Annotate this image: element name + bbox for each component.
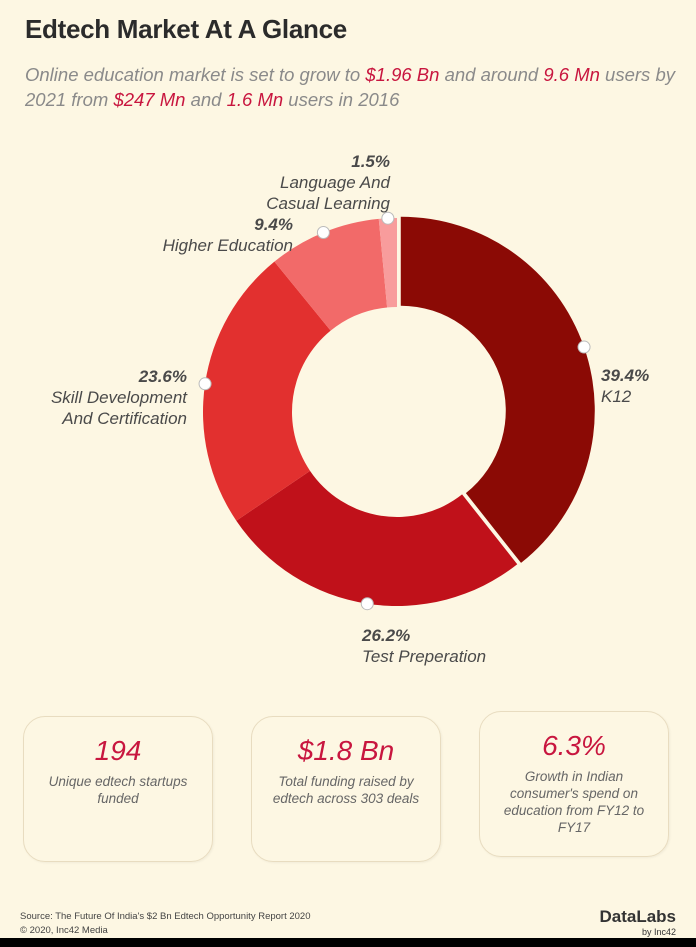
label-dot-3 <box>316 226 330 240</box>
pct-label: 26.2% <box>362 626 411 645</box>
source-text: Source: The Future Of India's $2 Bn Edte… <box>20 911 311 922</box>
subtitle-text: and <box>185 89 227 110</box>
stat-value: 6.3% <box>542 730 606 761</box>
subtitle-text: Online education market is set to grow t… <box>25 64 366 85</box>
pct-label: 1.5% <box>351 152 390 171</box>
label-k12: 39.4% K12 <box>601 365 649 407</box>
donut-slice-0 <box>400 216 595 563</box>
label-language: 1.5% Language And Casual Learning <box>200 151 390 214</box>
category-label: Casual Learning <box>266 194 390 213</box>
stat-desc: Total funding raised by edtech across 30… <box>272 774 420 806</box>
bottom-bar <box>0 938 696 947</box>
logo-text: DataLabs <box>599 907 676 926</box>
subtitle-highlight: 9.6 Mn <box>543 64 600 85</box>
subtitle-highlight: $247 Mn <box>113 89 186 110</box>
category-label: Test Preperation <box>362 647 487 666</box>
copyright-text: © 2020, Inc42 Media <box>20 925 108 936</box>
stat-card-funding: $1.8 Bn Total funding raised by edtech ac… <box>251 716 441 862</box>
label-dot-0 <box>577 340 591 354</box>
category-label: And Certification <box>62 409 187 428</box>
donut-slice-3 <box>274 218 388 331</box>
donut-chart <box>198 211 595 611</box>
category-label: Language And <box>280 173 390 192</box>
subtitle: Online education market is set to grow t… <box>25 62 675 112</box>
pct-label: 9.4% <box>254 215 293 234</box>
subtitle-highlight: 1.6 Mn <box>226 89 284 110</box>
label-dot-1 <box>360 597 374 611</box>
subtitle-text: and around <box>439 64 544 85</box>
subtitle-text: users by 2021 from <box>25 64 675 110</box>
subtitle-text: users in 2016 <box>283 89 400 110</box>
category-label: Higher Education <box>162 236 293 255</box>
category-label: K12 <box>601 387 632 406</box>
stat-value: 194 <box>94 735 142 766</box>
datalabs-logo: DataLabs by Inc42 <box>599 907 676 937</box>
stat-card-startups: 194 Unique edtech startups funded <box>23 716 213 862</box>
label-skill: 23.6% Skill Development And Certification <box>20 366 187 429</box>
donut-slice-2 <box>203 261 331 521</box>
label-dot-4 <box>381 211 395 225</box>
stat-card-growth: 6.3% Growth in Indian consumer's spend on… <box>479 711 669 857</box>
pct-label: 23.6% <box>138 367 187 386</box>
stat-desc: Growth in Indian consumer's spend on edu… <box>503 769 645 835</box>
label-dot-2 <box>198 377 212 391</box>
donut-slice-1 <box>236 470 518 606</box>
label-test: 26.2% Test Preperation <box>362 625 486 667</box>
page-title: Edtech Market At A Glance <box>25 14 347 44</box>
pct-label: 39.4% <box>601 366 650 385</box>
stat-desc: Unique edtech startups funded <box>48 774 188 806</box>
source-note: Source: The Future Of India's $2 Bn Edte… <box>20 910 311 938</box>
stat-value: $1.8 Bn <box>297 735 395 766</box>
category-label: Skill Development <box>50 388 187 407</box>
donut-slice-4 <box>378 218 397 308</box>
logo-sub: by Inc42 <box>641 927 676 937</box>
label-higher: 9.4% Higher Education <box>120 214 293 256</box>
subtitle-highlight: $1.96 Bn <box>365 64 440 85</box>
